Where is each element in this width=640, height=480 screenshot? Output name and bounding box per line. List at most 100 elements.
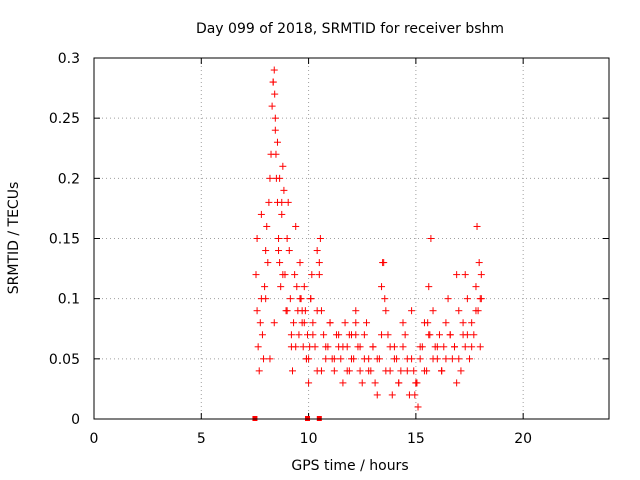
data-point: [429, 307, 437, 315]
y-tick-label: 0.15: [49, 232, 80, 248]
data-point: [339, 343, 347, 351]
y-tick-label: 0.1: [58, 292, 80, 308]
data-point: [326, 319, 334, 327]
data-point: [356, 343, 364, 351]
data-point: [395, 379, 403, 387]
data-point: [442, 355, 450, 363]
data-point: [322, 355, 330, 363]
data-point: [468, 319, 476, 327]
data-point: [399, 319, 407, 327]
y-tick-label: 0.2: [58, 171, 80, 187]
data-point: [307, 295, 315, 303]
data-point: [335, 331, 343, 339]
data-point: [300, 319, 308, 327]
data-point: [268, 102, 276, 110]
y-axis-label: SRMTID / TECUs: [6, 182, 22, 295]
data-point: [264, 259, 272, 267]
data-point: [276, 259, 284, 267]
data-point: [330, 367, 338, 375]
data-point: [256, 319, 264, 327]
data-point: [272, 150, 280, 158]
data-point: [416, 355, 424, 363]
data-point: [477, 271, 485, 279]
chart-title: Day 099 of 2018, SRMTID for receiver bsh…: [196, 21, 504, 37]
data-point: [397, 367, 405, 375]
data-point: [433, 343, 441, 351]
data-point: [427, 235, 435, 242]
data-point: [291, 271, 299, 279]
data-point: [265, 198, 273, 206]
data-point: [298, 307, 306, 315]
data-point: [388, 391, 396, 399]
data-point: [461, 271, 469, 279]
data-point: [302, 355, 310, 363]
data-point: [283, 307, 291, 315]
data-point: [356, 367, 364, 375]
data-point: [386, 343, 394, 351]
data-point: [365, 367, 373, 375]
data-point: [473, 222, 481, 230]
data-point: [305, 379, 313, 387]
y-tick-label: 0: [71, 412, 80, 428]
data-point: [477, 295, 485, 303]
data-point: [254, 343, 262, 351]
data-point: [448, 355, 456, 363]
data-point: [470, 331, 478, 339]
data-point: [269, 78, 277, 86]
data-point: [262, 247, 270, 255]
data-point: [401, 331, 409, 339]
data-point: [461, 343, 469, 351]
data-point: [317, 367, 325, 375]
data-point: [455, 355, 463, 363]
data-point: [255, 367, 263, 375]
y-tick-label: 0.3: [58, 51, 80, 67]
data-point: [258, 331, 266, 339]
data-point: [313, 307, 321, 315]
data-point: [399, 343, 407, 351]
data-point: [316, 235, 324, 242]
data-point: [453, 271, 461, 279]
data-point: [373, 391, 381, 399]
data-point: [416, 343, 424, 351]
data-point: [345, 331, 353, 339]
plot-frame: [93, 57, 610, 420]
data-point: [414, 403, 422, 411]
data-point: [438, 367, 446, 375]
data-point: [315, 271, 323, 279]
data-point: [279, 271, 287, 279]
data-point: [429, 355, 437, 363]
data-point: [382, 367, 390, 375]
data-point: [384, 331, 392, 339]
data-point: [309, 319, 317, 327]
data-point: [408, 307, 416, 315]
data-point: [273, 138, 281, 146]
data-point: [373, 355, 381, 363]
data-point: [271, 114, 279, 122]
data-point: [275, 235, 283, 242]
data-point: [278, 198, 286, 206]
data-point: [280, 186, 288, 194]
data-point: [453, 379, 461, 387]
data-point: [358, 379, 366, 387]
data-point: [252, 271, 260, 279]
data-point: [263, 222, 271, 230]
data-point: [411, 391, 419, 399]
data-point: [363, 319, 371, 327]
data-point: [457, 367, 465, 375]
data-point: [270, 319, 278, 327]
data-point: [262, 295, 270, 303]
x-tick-label: 10: [300, 431, 318, 447]
y-tick-label: 0.25: [49, 111, 80, 127]
data-point: [292, 343, 300, 351]
data-point: [253, 235, 261, 242]
data-point: [378, 331, 386, 339]
data-point: [257, 210, 265, 218]
data-point: [403, 367, 411, 375]
data-point: [283, 235, 291, 242]
data-point: [261, 283, 269, 291]
data-point: [309, 331, 317, 339]
grid: [94, 58, 609, 419]
data-point: [270, 66, 278, 74]
data-point: [260, 355, 268, 363]
